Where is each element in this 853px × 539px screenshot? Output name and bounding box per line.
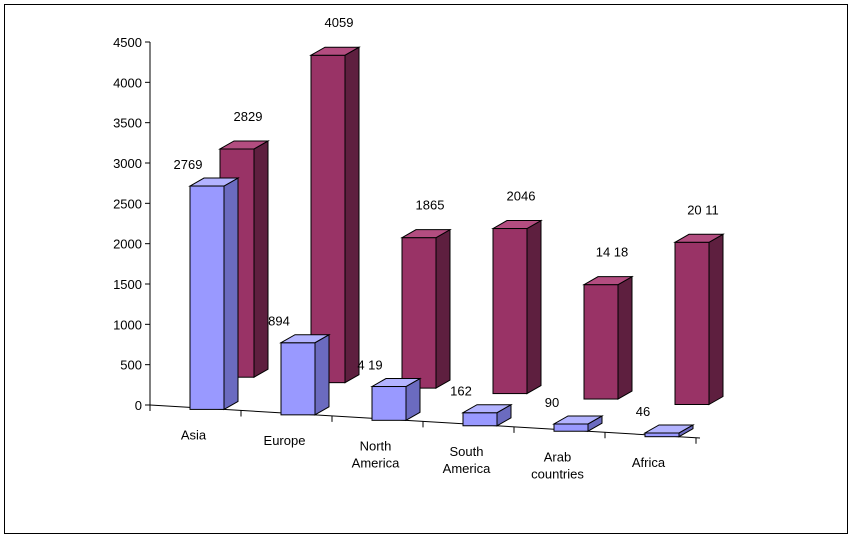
data-label: 2769 [174, 157, 203, 172]
bar-top [370, 378, 422, 388]
y-tick-label: 3500 [113, 116, 142, 131]
bar-top [582, 276, 634, 286]
bar [643, 424, 695, 438]
data-label: 2046 [507, 189, 536, 204]
bar [400, 228, 452, 389]
y-tick-label: 4500 [113, 35, 142, 50]
y-tick-label: 500 [120, 358, 142, 373]
bar-side [223, 177, 239, 411]
bar [461, 403, 513, 427]
bar-front [553, 423, 589, 432]
bar-top [552, 415, 604, 425]
data-label: 90 [545, 395, 559, 410]
bar-front [310, 54, 346, 384]
bar-side [314, 333, 330, 416]
bar-front [462, 412, 498, 427]
data-label: 46 [636, 404, 650, 419]
chart-axes: 0 500 1000 1500 2000 2500 3000 3500 4000 4500 Asia… [113, 35, 701, 481]
x-tick-label: Arab [544, 449, 571, 464]
data-label: 4 19 [357, 358, 382, 373]
y-tick-label: 2000 [113, 237, 142, 252]
bar-side [617, 275, 633, 400]
y-tick-label: 3000 [113, 156, 142, 171]
x-axis-line [149, 404, 701, 439]
bar-side [344, 46, 360, 384]
data-label: 4059 [325, 15, 354, 30]
y-tick-label: 0 [135, 398, 142, 413]
bar [309, 46, 361, 384]
bar-top [279, 334, 331, 344]
bar-side [526, 219, 542, 395]
data-label: 162 [450, 384, 472, 399]
bar [188, 177, 240, 411]
bar-front [674, 241, 710, 405]
x-tick-label: Africa [632, 455, 666, 470]
y-tick-label: 1500 [113, 277, 142, 292]
bar-side [708, 233, 724, 406]
data-label: 14 18 [596, 245, 629, 260]
bar-front [401, 237, 437, 389]
x-tick-label: America [352, 456, 400, 471]
bar-side [253, 140, 269, 379]
bar-top [461, 404, 513, 414]
bar-front [644, 432, 680, 438]
bar-top [491, 220, 543, 230]
x-tick-label: North [360, 439, 392, 454]
x-tick-label: Asia [181, 428, 207, 443]
data-label: 1865 [416, 198, 445, 213]
bar-front [371, 386, 407, 421]
bar-side [435, 228, 451, 389]
bar-top [643, 424, 695, 434]
data-label: 20 11 [687, 202, 719, 217]
bar-top [218, 140, 270, 150]
x-tick-label: South [450, 444, 484, 459]
bar-front [189, 185, 225, 410]
bar [552, 415, 604, 433]
bar [491, 219, 543, 395]
bar [582, 275, 634, 400]
data-label: 2829 [234, 109, 263, 124]
y-tick-label: 2500 [113, 196, 142, 211]
x-tick-label: Europe [264, 433, 306, 448]
x-tick-label: countries [531, 466, 584, 481]
bar [673, 233, 725, 406]
bar [370, 377, 422, 422]
chart-labels: 2829 4059 1865 2046 14 18 20 11 2769 894 4 19 162… [174, 15, 719, 419]
bar-front [492, 228, 528, 395]
chart-bars [188, 46, 725, 438]
bar-top [188, 177, 240, 187]
bar-front [583, 284, 619, 400]
bar [279, 333, 331, 416]
y-tick-label: 4000 [113, 75, 142, 90]
bar-top [673, 233, 725, 243]
bar-front [280, 342, 316, 416]
data-label: 894 [268, 314, 290, 329]
bar-top [309, 46, 361, 56]
y-tick-label: 1000 [113, 317, 142, 332]
bar-top [400, 229, 452, 239]
x-tick-label: America [443, 461, 491, 476]
